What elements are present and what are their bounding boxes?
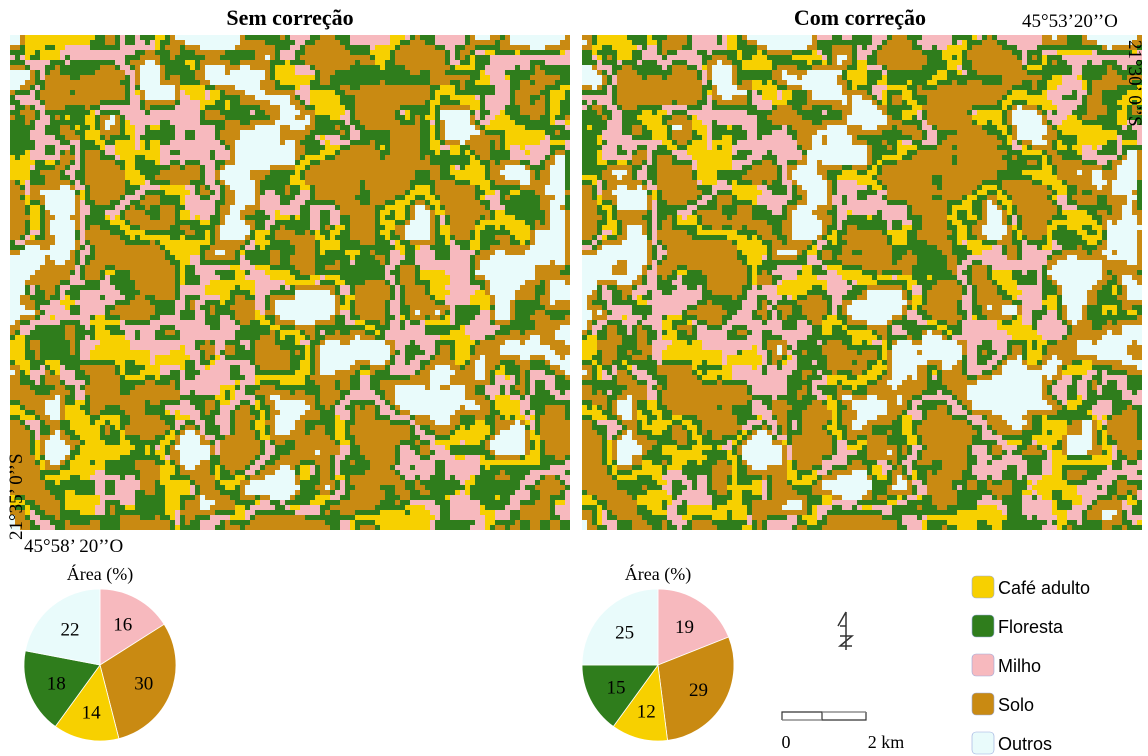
pie-value-label: 14 <box>82 702 102 723</box>
legend-label: Outros <box>998 734 1052 754</box>
pie-value-label: 15 <box>607 677 626 698</box>
scale-label: 2 km <box>868 732 905 752</box>
scale-bar <box>782 712 866 720</box>
legend-swatch <box>972 654 994 676</box>
legend-label: Solo <box>998 695 1034 715</box>
map-title: Sem correção <box>226 5 353 30</box>
pie-value-label: 30 <box>134 673 153 694</box>
pie-value-label: 16 <box>113 615 132 636</box>
coordinate-label: 45°53’20’’O <box>1022 11 1118 32</box>
classified-map <box>582 35 1142 530</box>
pie-value-label: 22 <box>60 620 79 641</box>
coordinate-label: 45°58’ 20’’O <box>24 536 123 557</box>
pie-title: Área (%) <box>625 563 691 585</box>
legend-swatch <box>972 732 994 754</box>
pie-value-label: 25 <box>615 623 634 644</box>
pie-charts: Área (%) 16 30 14 18 22 Área (%) 19 29 12 15 25 <box>24 563 734 741</box>
coordinate-label: 21°30’ 0’’S <box>1124 40 1145 127</box>
figure: Sem correção Com correção 45°53’20’’O 21… <box>0 0 1148 756</box>
legend-swatch <box>972 576 994 598</box>
scale-label: 0 <box>782 732 791 752</box>
legend-swatch <box>972 693 994 715</box>
coordinate-label: 21°35’ 0’’S <box>6 453 27 540</box>
pie-value-label: 12 <box>637 702 656 723</box>
legend-label: Café adulto <box>998 578 1090 598</box>
legend-swatch <box>972 615 994 637</box>
scale-bar-line <box>782 712 866 720</box>
scale-bar-line <box>782 712 866 720</box>
pie-value-label: 29 <box>689 680 708 701</box>
pie-title: Área (%) <box>67 563 133 585</box>
pie-value-label: 19 <box>675 617 694 638</box>
map-title: Com correção <box>794 5 926 30</box>
legend: Café adulto Floresta Milho Solo Outros <box>972 576 1090 754</box>
pie-value-label: 18 <box>47 673 66 694</box>
legend-label: Milho <box>998 656 1041 676</box>
classified-map <box>10 35 570 530</box>
legend-label: Floresta <box>998 617 1064 637</box>
north-arrow <box>838 612 852 650</box>
